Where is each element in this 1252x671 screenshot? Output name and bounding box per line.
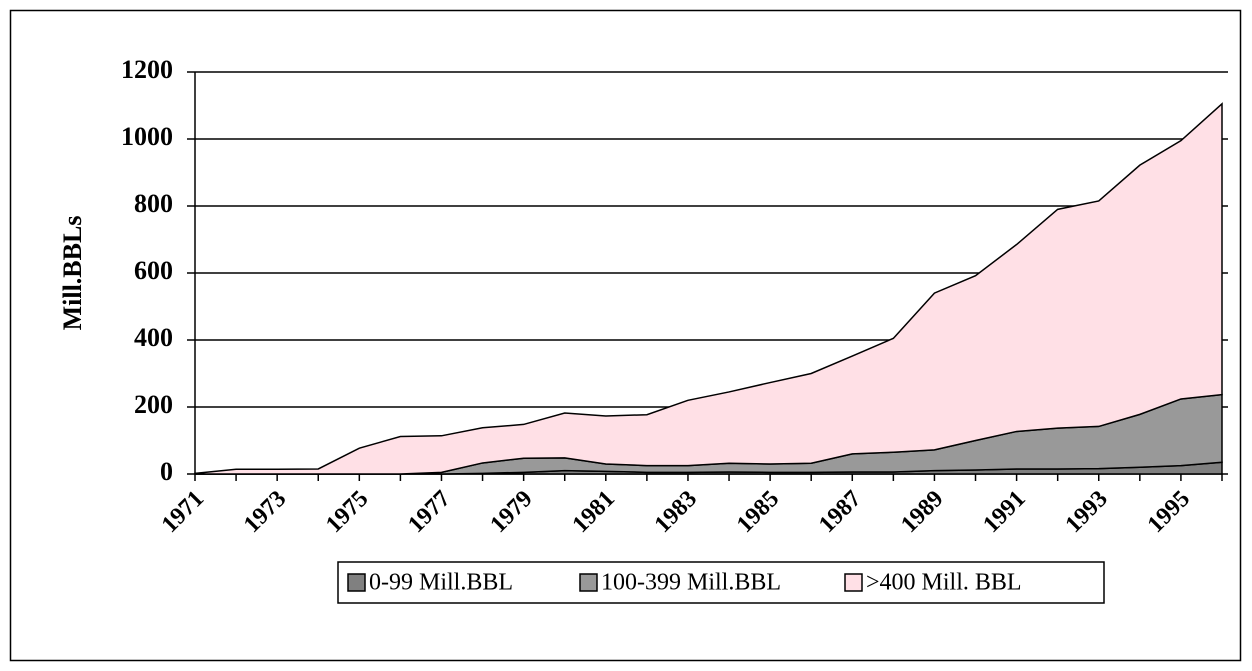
y-tick-label: 0 [160,457,173,486]
y-tick-label: 800 [134,189,173,218]
legend-swatch [347,573,366,592]
area [194,102,1223,475]
y-tick-label: 1200 [121,55,173,84]
y-tick-label: 200 [134,390,173,419]
y-tick-label: 600 [134,256,173,285]
y-tick-label: 1000 [121,122,173,151]
legend-label: 100-399 Mill.BBL [601,570,781,596]
legend-swatch [579,573,598,592]
y-tick-label: 400 [134,323,173,352]
legend-label: >400 Mill. BBL [866,570,1022,596]
y-axis-label: Mill.BBLs [58,216,87,331]
legend-box [337,561,1105,604]
legend-swatch [844,573,863,592]
legend-label: 0-99 Mill.BBL [369,570,513,596]
